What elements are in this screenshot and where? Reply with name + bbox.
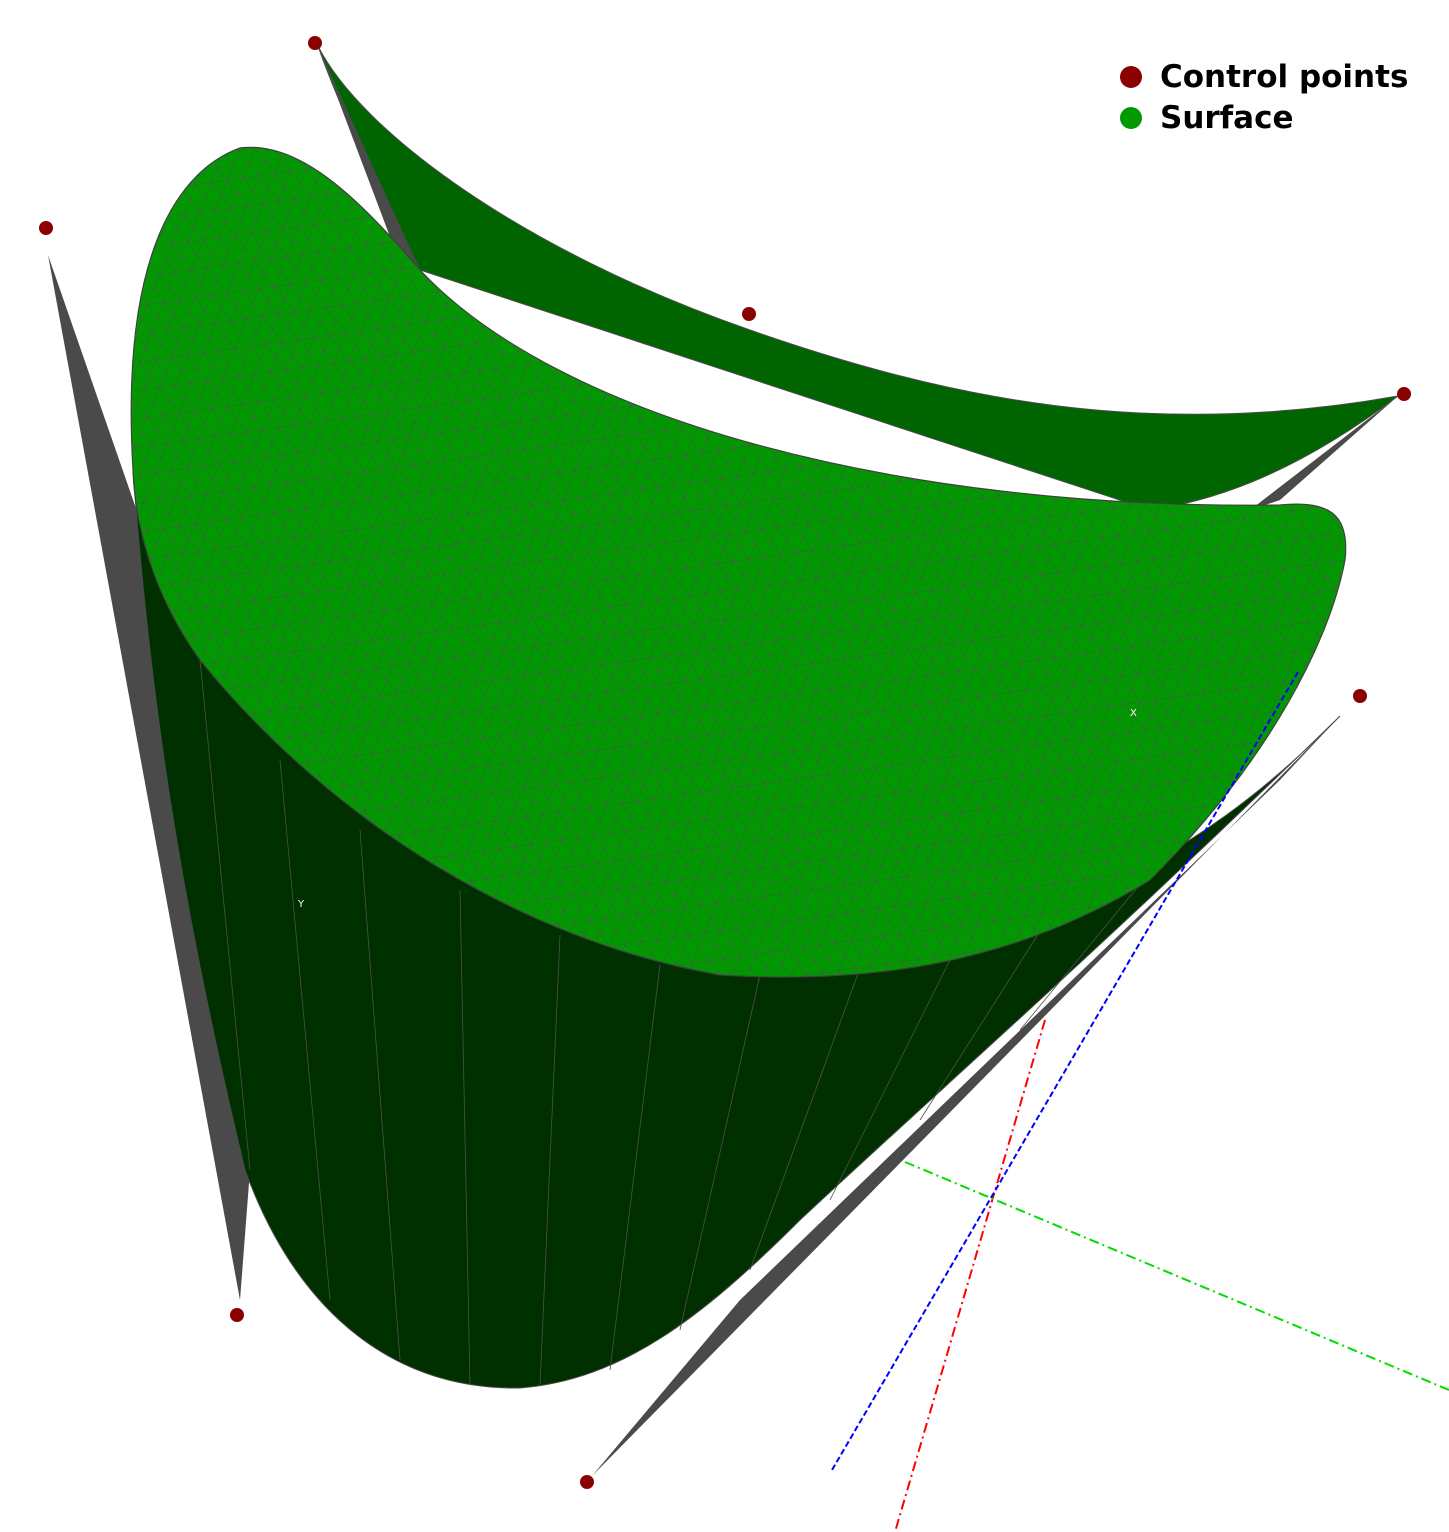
wire-fin-left <box>48 255 250 1300</box>
control-point[interactable] <box>308 36 322 50</box>
legend-label: Surface <box>1160 99 1294 136</box>
legend-item-surface: Surface <box>1120 97 1408 138</box>
control-point[interactable] <box>1397 387 1411 401</box>
control-point[interactable] <box>230 1308 244 1322</box>
control-point[interactable] <box>1353 689 1367 703</box>
control-point[interactable] <box>39 221 53 235</box>
legend: Control points Surface <box>1120 56 1408 138</box>
y-axis-line <box>904 1161 1449 1391</box>
control-point-dot-icon <box>1120 65 1142 88</box>
y-axis-label: Y <box>298 899 305 910</box>
wire-fin-right <box>1250 396 1398 510</box>
x-axis-line <box>894 1019 1046 1532</box>
wire-fin-top <box>318 46 420 270</box>
lower-surface-rulings <box>199 659 1161 1386</box>
control-point[interactable] <box>742 307 756 321</box>
z-axis-line <box>831 671 1299 1471</box>
wire-fin-bottom <box>592 716 1340 1476</box>
control-points <box>39 36 1411 1489</box>
control-point[interactable] <box>580 1475 594 1489</box>
legend-item-control-points: Control points <box>1120 56 1408 97</box>
surface-dot-icon <box>1120 106 1142 129</box>
legend-label: Control points <box>1160 58 1409 95</box>
x-axis-label: X <box>1130 708 1137 719</box>
